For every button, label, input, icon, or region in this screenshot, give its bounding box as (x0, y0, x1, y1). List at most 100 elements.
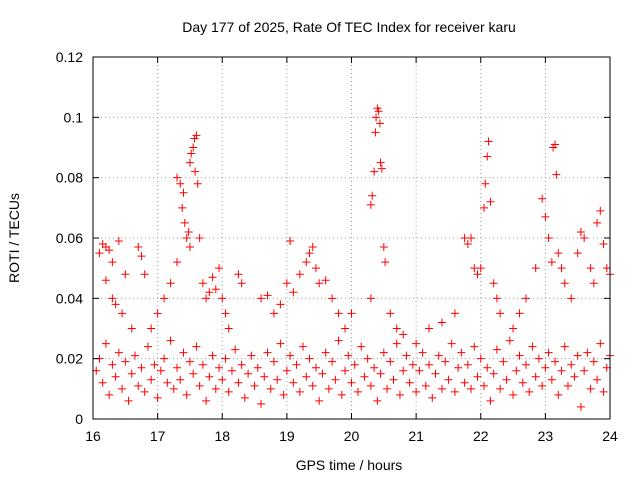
data-point (234, 270, 243, 279)
data-point (263, 348, 272, 357)
data-point (321, 348, 330, 357)
data-point (237, 360, 246, 369)
data-point (347, 309, 356, 318)
data-point (118, 384, 127, 393)
data-point (211, 384, 220, 393)
data-point (573, 351, 582, 360)
data-point (108, 258, 117, 267)
y-tick-label: 0.04 (56, 290, 83, 306)
data-point (557, 264, 566, 273)
y-tick-label: 0.02 (56, 351, 83, 367)
data-point (554, 249, 563, 258)
data-point (353, 387, 362, 396)
data-point (208, 273, 217, 282)
data-point (447, 339, 456, 348)
data-point (376, 158, 385, 167)
data-point (450, 387, 459, 396)
data-point (486, 396, 495, 405)
data-point (147, 324, 156, 333)
data-point (376, 369, 385, 378)
data-point (182, 234, 191, 242)
data-point (308, 381, 317, 390)
data-point (124, 396, 133, 405)
data-point (454, 363, 463, 372)
data-point (489, 279, 498, 288)
data-point (160, 354, 169, 363)
y-axis-tick-labels: 0 0.02 0.04 0.06 0.08 0.1 0.12 (56, 49, 83, 427)
data-point (366, 381, 375, 390)
data-point (95, 249, 104, 258)
data-point (134, 381, 143, 390)
data-point (324, 384, 333, 393)
data-point (205, 372, 214, 381)
data-point (305, 354, 314, 363)
data-point (489, 369, 498, 378)
y-tick-label: 0.06 (56, 230, 83, 246)
data-point (185, 357, 194, 366)
data-point (467, 234, 476, 242)
data-point (444, 375, 453, 384)
data-point (221, 354, 230, 363)
data-point (244, 369, 253, 378)
data-point (547, 375, 556, 384)
data-point (479, 381, 488, 390)
data-point (234, 378, 243, 387)
data-point (189, 369, 198, 378)
data-point (425, 324, 434, 333)
data-point (405, 378, 414, 387)
data-point (481, 179, 490, 188)
data-point (573, 249, 582, 258)
x-tick-label: 20 (344, 428, 360, 444)
data-point (366, 294, 375, 303)
data-point (101, 339, 110, 348)
data-point (377, 164, 386, 173)
data-point (570, 372, 579, 381)
data-point (538, 381, 547, 390)
data-point (318, 369, 327, 378)
data-point (381, 258, 390, 267)
data-point (375, 119, 384, 128)
data-point (328, 294, 337, 303)
data-point (218, 375, 227, 384)
data-point (431, 369, 440, 378)
data-point (425, 360, 434, 369)
x-tick-label: 16 (85, 428, 101, 444)
data-point (492, 345, 501, 354)
data-point (450, 309, 459, 318)
data-point (185, 243, 194, 252)
data-point (463, 360, 472, 369)
data-point (211, 285, 220, 294)
data-point (137, 363, 146, 372)
x-axis-label: GPS time / hours (296, 457, 403, 473)
data-point (195, 234, 204, 242)
data-point (334, 336, 343, 345)
data-point (191, 167, 200, 176)
data-point (247, 351, 256, 360)
data-point (389, 375, 398, 384)
y-tick-label: 0.12 (56, 49, 83, 65)
data-point (208, 351, 217, 360)
x-tick-label: 18 (214, 428, 230, 444)
data-point (509, 324, 518, 333)
data-point (131, 351, 140, 360)
data-point (231, 345, 240, 354)
y-tick-label: 0.1 (64, 109, 84, 125)
data-point (163, 378, 172, 387)
data-point (173, 173, 182, 182)
data-point (182, 390, 191, 399)
data-point (576, 402, 585, 411)
data-point (509, 390, 518, 399)
data-point (463, 240, 472, 249)
data-point (166, 279, 175, 288)
data-point (341, 324, 350, 333)
data-point (567, 294, 576, 303)
x-tick-label: 19 (279, 428, 295, 444)
y-tick-label: 0.08 (56, 170, 83, 186)
data-point (373, 396, 382, 405)
data-point (224, 324, 233, 333)
data-point (357, 342, 366, 351)
data-point (557, 366, 566, 375)
data-point (179, 188, 188, 197)
data-point (483, 363, 492, 372)
data-point (299, 342, 308, 351)
